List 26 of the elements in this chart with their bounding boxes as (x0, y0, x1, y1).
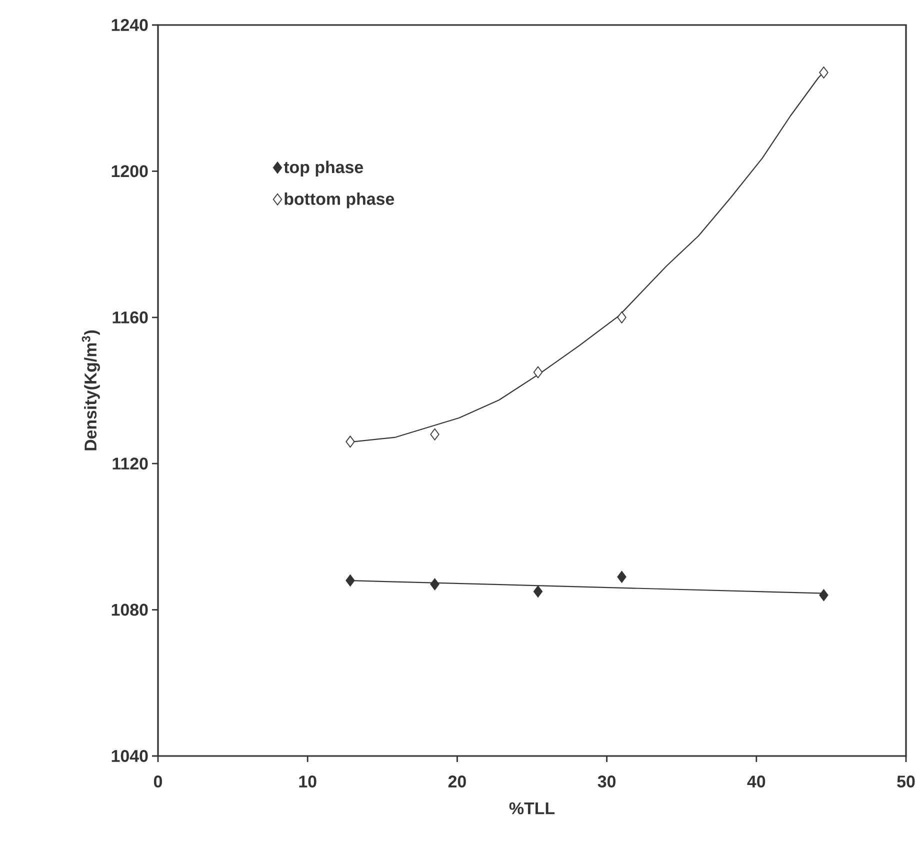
y-axis-title: Density(Kg/m$^{3}$) (82, 330, 100, 450)
x-tick-label: 10 (299, 776, 316, 788)
y-tick-label: 1120 (112, 458, 148, 470)
point (346, 574, 355, 587)
x-tick-label: 0 (154, 776, 162, 788)
legend-label: top phase (284, 160, 364, 177)
x-axis-title: %TLL (509, 802, 555, 814)
point (819, 589, 828, 602)
x-tick-label: 50 (897, 776, 915, 788)
y-tick-label: 1200 (112, 165, 148, 178)
x-tick-label: 30 (598, 776, 616, 788)
point (617, 311, 626, 324)
point (430, 578, 440, 590)
y-tick-label: 1240 (112, 18, 148, 31)
point (533, 586, 543, 598)
x-tick-label: 40 (747, 776, 766, 788)
y-tick-label: 1040 (112, 750, 148, 762)
legend-label: bottom phase (284, 192, 394, 208)
point (430, 428, 440, 440)
y-tick-label: 1080 (112, 604, 148, 616)
point (617, 570, 626, 583)
point (533, 366, 543, 378)
x-tick-label: 20 (448, 776, 466, 788)
y-tick-label: 1160 (112, 311, 148, 324)
point (819, 66, 828, 78)
point (346, 436, 355, 448)
